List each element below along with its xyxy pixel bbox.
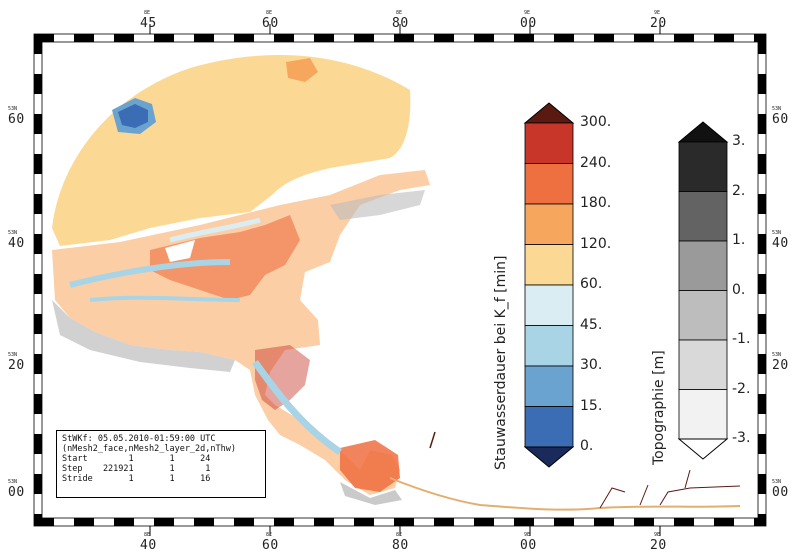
- top-tick-minor: 9E: [654, 10, 661, 16]
- bottom-tick-label: 60: [262, 538, 279, 553]
- colorbar-tick-label: -2.: [732, 380, 751, 397]
- top-tick-label: 00: [520, 16, 537, 31]
- bottom-tick-label: 00: [520, 538, 537, 553]
- right-tick-label: 00: [772, 485, 789, 500]
- right-tick-minor: 53N: [772, 106, 782, 112]
- right-tick-minor: 53N: [772, 230, 782, 236]
- right-tick-label: 20: [772, 358, 789, 373]
- colorbar-tick-label: 1.: [732, 232, 746, 248]
- top-tick-label: 60: [262, 16, 279, 31]
- top-tick-minor: 8E: [144, 10, 151, 16]
- info-line-1: StWKf: 05.05.2010-01:59:00 UTC: [62, 434, 216, 444]
- info-line-3: Start 1 1 24: [62, 454, 211, 464]
- right-tick-label: 40: [772, 236, 789, 251]
- info-line-5: Stride 1 1 16: [62, 474, 211, 484]
- bottom-tick-label: 40: [140, 538, 157, 553]
- info-line-4: Step 221921 1 1: [62, 464, 211, 474]
- right-tick-label: 60: [772, 112, 789, 127]
- left-tick-label: 00: [8, 485, 25, 500]
- top-tick-label: 45: [140, 16, 157, 31]
- right-tick-minor: 53N: [772, 352, 782, 358]
- top-tick-label: 20: [650, 16, 667, 31]
- colorbar-tick-label: 15.: [580, 397, 603, 414]
- bottom-tick-minor: 8E: [396, 532, 403, 538]
- colorbar-tick-label: -1.: [732, 331, 751, 347]
- left-tick-label: 20: [8, 358, 25, 373]
- water-area: [52, 55, 741, 511]
- top-tick-minor: 8E: [266, 10, 273, 16]
- left-tick-minor: 53N: [8, 352, 18, 358]
- colorbar-tick-label: 45.: [580, 316, 603, 333]
- colorbar-tick-label: 180.: [580, 195, 612, 211]
- bottom-tick-minor: 9E: [654, 532, 661, 538]
- left-tick-label: 60: [8, 112, 25, 127]
- colorbar-tick-label: 120.: [580, 235, 612, 252]
- map-frame: [33, 24, 767, 536]
- colorbar-topographie: [677, 121, 729, 460]
- bottom-tick-minor: 8E: [266, 532, 273, 538]
- colorbar-tick-label: 300.: [580, 114, 612, 130]
- colorbar-stauwasserdauer: [523, 102, 575, 468]
- bottom-tick-label: 20: [650, 538, 667, 553]
- top-tick-minor: 9E: [524, 10, 531, 16]
- colorbar-tick-label: 240.: [580, 154, 612, 171]
- colorbar-tick-label: 0.: [580, 438, 594, 454]
- colorbar-tick-label: 0.: [732, 281, 746, 298]
- colorbar-tick-label: 60.: [580, 276, 603, 292]
- colorbar-topographie-title: Topographie [m]: [651, 350, 667, 465]
- right-tick-minor: 53N: [772, 479, 782, 485]
- colorbar-tick-label: 2.: [732, 182, 746, 199]
- bottom-tick-minor: 9E: [524, 532, 531, 538]
- left-tick-minor: 53N: [8, 106, 18, 112]
- top-tick-minor: 8E: [396, 10, 403, 16]
- colorbar-tick-label: 30.: [580, 357, 603, 373]
- top-tick-label: 80: [392, 16, 409, 31]
- info-box: StWKf: 05.05.2010-01:59:00 UTC (nMesh2_f…: [56, 430, 266, 498]
- info-line-2: (nMesh2_face,nMesh2_layer_2d,nThw): [62, 444, 236, 454]
- left-tick-minor: 53N: [8, 230, 18, 236]
- bottom-tick-minor: 8E: [144, 532, 151, 538]
- colorbar-stauwasserdauer-title: Stauwasserdauer bei K_f [min]: [493, 255, 509, 470]
- colorbar-tick-label: -3.: [732, 430, 751, 446]
- bottom-tick-label: 80: [392, 538, 409, 553]
- colorbar-tick-label: 3.: [732, 133, 746, 149]
- left-tick-minor: 53N: [8, 479, 18, 485]
- left-tick-label: 40: [8, 236, 25, 251]
